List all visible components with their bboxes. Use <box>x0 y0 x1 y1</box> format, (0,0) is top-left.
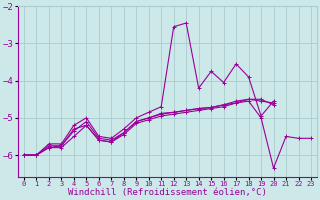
X-axis label: Windchill (Refroidissement éolien,°C): Windchill (Refroidissement éolien,°C) <box>68 188 267 197</box>
